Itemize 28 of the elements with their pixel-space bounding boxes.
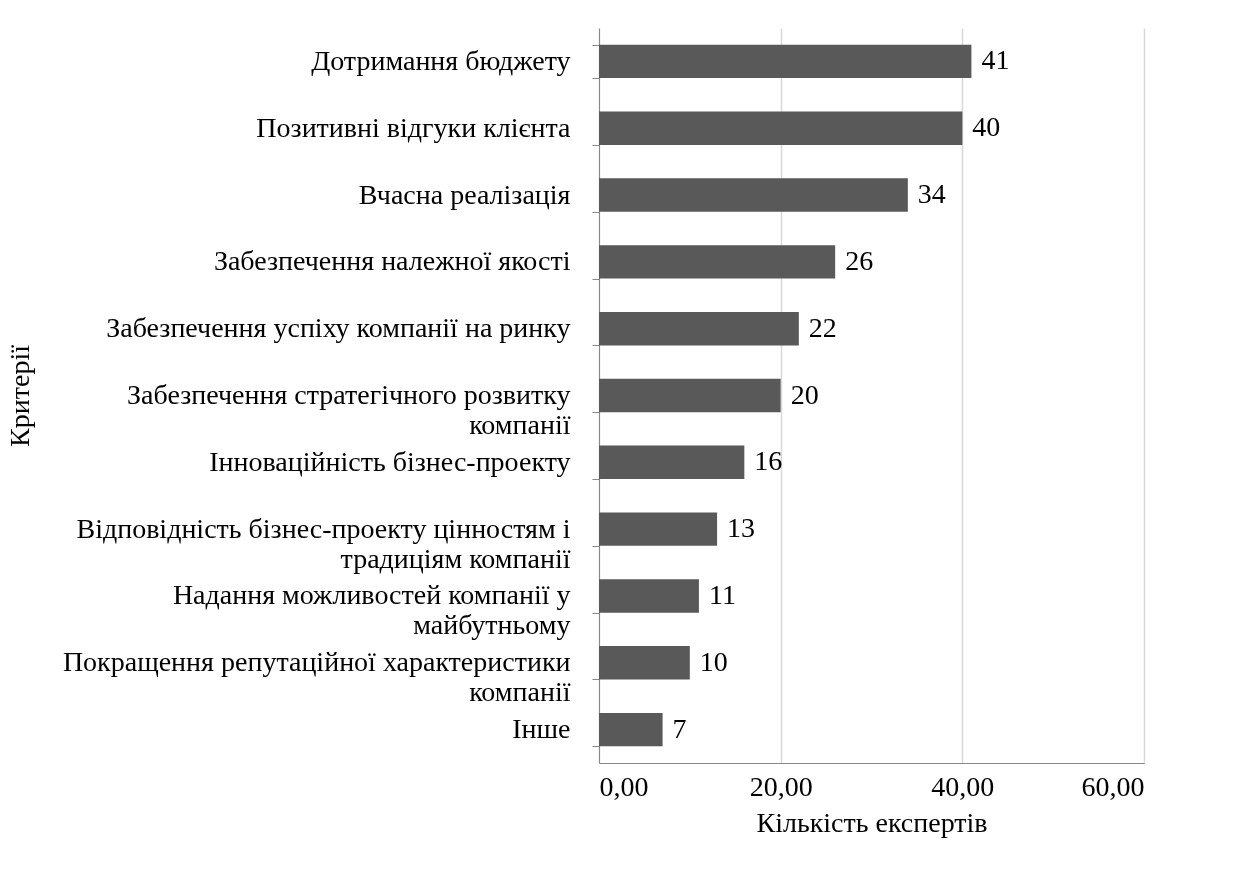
y-tick-label: Надання можливостей компанії у майбутньому: [172, 579, 571, 641]
data-label: 10: [699, 645, 728, 677]
y-tick-label: Забезпечення належної якості: [213, 245, 571, 277]
data-label: 20: [790, 378, 819, 410]
data-label: 13: [727, 512, 756, 544]
x-tick-label: 40,00: [931, 770, 995, 802]
y-tick-label: Позитивні відгуки клієнта: [256, 111, 572, 143]
y-tick-label: Забезпечення успіху компанії на ринку: [106, 312, 571, 344]
y-axis-title: Критерії: [3, 344, 35, 447]
y-tick-label: Забезпечення стратегічного розвитку компанії: [127, 379, 571, 440]
x-axis-title: Кількість експертів: [756, 806, 988, 838]
data-label: 22: [808, 311, 837, 343]
x-tick-label: 20,00: [749, 770, 813, 802]
data-label: 26: [845, 244, 874, 276]
data-label: 11: [708, 578, 736, 610]
y-tick-label: Інше: [512, 713, 571, 745]
y-tick-label: Вчасна реалізація: [358, 178, 571, 210]
y-tick-label: Відповідність бізнес-проекту цінностям і традиціям компанії: [76, 512, 571, 574]
data-label: 41: [981, 44, 1010, 76]
y-tick-label: Дотримання бюджету: [311, 44, 571, 76]
data-label: 7: [672, 712, 687, 744]
y-tick-label: Інноваційність бізнес-проекту: [209, 445, 571, 477]
data-label: 16: [754, 445, 783, 477]
x-tick-label: 0,00: [599, 770, 649, 802]
y-tick-label: Покращення репутаційної характеристики компанії: [62, 646, 571, 708]
x-tick-label: 60,00: [1081, 770, 1145, 802]
data-label: 40: [972, 111, 1001, 143]
data-label: 34: [917, 178, 946, 210]
